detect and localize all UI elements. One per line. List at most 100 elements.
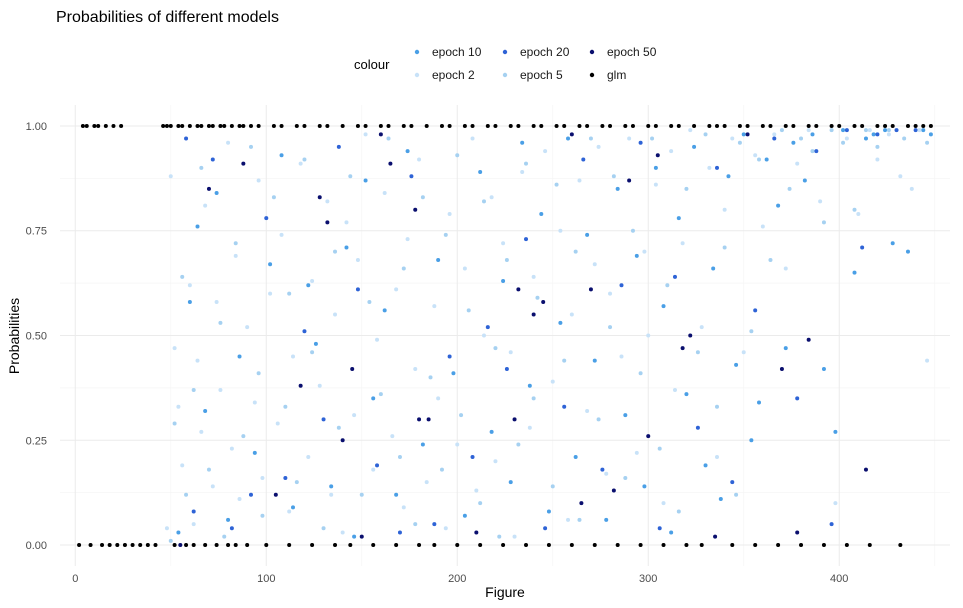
data-point xyxy=(271,195,276,200)
data-point xyxy=(214,191,219,196)
data-point xyxy=(821,543,826,548)
legend-item: epoch 5 xyxy=(502,68,563,82)
series-epoch-50 xyxy=(178,132,868,548)
data-point xyxy=(856,211,861,216)
data-point xyxy=(405,237,410,242)
data-point xyxy=(634,253,639,258)
data-point xyxy=(562,404,567,409)
data-point xyxy=(642,249,647,254)
data-point xyxy=(432,304,437,309)
data-point xyxy=(229,123,234,128)
data-point xyxy=(199,123,204,128)
data-point xyxy=(226,140,231,145)
data-point xyxy=(913,128,918,133)
data-point xyxy=(191,543,196,548)
data-point xyxy=(520,170,525,175)
data-point xyxy=(325,199,330,204)
data-point xyxy=(676,216,681,221)
data-point xyxy=(596,144,601,149)
data-point xyxy=(749,329,754,334)
data-point xyxy=(481,333,486,338)
data-point xyxy=(218,387,223,392)
data-point xyxy=(489,195,494,200)
data-point xyxy=(585,123,590,128)
data-point xyxy=(814,149,819,154)
data-point xyxy=(493,459,498,464)
data-point xyxy=(558,228,563,233)
data-point xyxy=(206,123,211,128)
data-point xyxy=(344,245,349,250)
data-point xyxy=(711,266,716,271)
data-point xyxy=(317,195,322,200)
data-point xyxy=(199,429,204,434)
data-point xyxy=(890,241,895,246)
data-point xyxy=(925,358,930,363)
data-point xyxy=(80,123,85,128)
data-point xyxy=(355,123,360,128)
data-point xyxy=(627,178,632,183)
data-point xyxy=(627,136,632,141)
data-point xyxy=(344,220,349,225)
data-point xyxy=(760,224,765,229)
data-point xyxy=(287,543,292,548)
data-point xyxy=(294,123,299,128)
data-point xyxy=(852,207,857,212)
data-point xyxy=(187,299,192,304)
data-point xyxy=(779,128,784,133)
data-point xyxy=(172,421,177,426)
data-point xyxy=(692,144,697,149)
data-point xyxy=(264,216,269,221)
data-point xyxy=(447,123,452,128)
data-point xyxy=(527,425,532,430)
data-point xyxy=(348,174,353,179)
data-point xyxy=(734,492,739,497)
data-point xyxy=(325,220,330,225)
data-point xyxy=(390,434,395,439)
data-point xyxy=(302,329,307,334)
data-point xyxy=(676,123,681,128)
y-tick-label: 1.00 xyxy=(26,121,47,133)
data-point xyxy=(107,543,112,548)
data-point xyxy=(447,354,452,359)
data-point xyxy=(592,543,597,548)
data-point xyxy=(264,543,269,548)
data-point xyxy=(256,178,261,183)
data-point xyxy=(844,136,849,141)
data-point xyxy=(321,417,326,422)
data-point xyxy=(462,266,467,271)
data-point xyxy=(329,484,334,489)
x-tick-label: 300 xyxy=(639,573,657,585)
data-point xyxy=(806,128,811,133)
data-point xyxy=(722,123,727,128)
data-point xyxy=(867,128,872,133)
data-point xyxy=(371,543,376,548)
x-axis-ticks: 0 100 200 300 400 xyxy=(72,573,848,585)
data-point xyxy=(890,123,895,128)
data-point xyxy=(799,543,804,548)
data-point xyxy=(363,123,368,128)
data-point xyxy=(737,123,742,128)
data-point xyxy=(321,526,326,531)
data-point xyxy=(222,534,227,539)
data-point xyxy=(501,543,506,548)
data-point xyxy=(504,367,509,372)
data-point xyxy=(541,299,546,304)
data-point xyxy=(863,136,868,141)
data-point xyxy=(852,123,857,128)
data-point xyxy=(615,543,620,548)
data-point xyxy=(516,442,521,447)
data-point xyxy=(248,123,253,128)
data-point xyxy=(650,136,655,141)
data-point xyxy=(172,543,177,548)
data-point xyxy=(695,425,700,430)
data-point xyxy=(298,161,303,166)
data-point xyxy=(577,517,582,522)
data-point xyxy=(814,123,819,128)
data-point xyxy=(539,211,544,216)
data-point xyxy=(245,543,250,548)
data-point xyxy=(248,144,253,149)
data-point xyxy=(420,442,425,447)
data-point xyxy=(203,203,208,208)
data-point xyxy=(909,186,914,191)
data-point xyxy=(669,149,674,154)
